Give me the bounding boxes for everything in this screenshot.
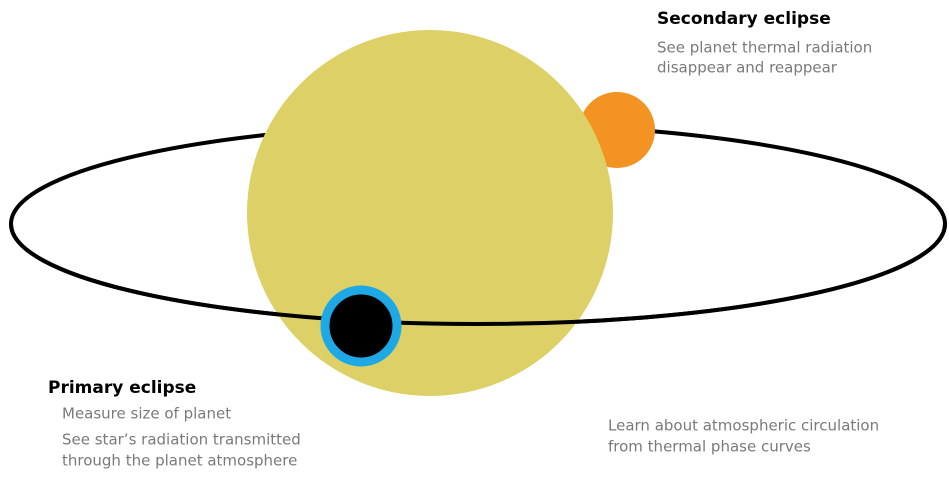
primary-note: through the planet atmosphere [62,452,297,470]
primary-note: Measure size of planet [62,405,231,423]
phase-note: from thermal phase curves [608,438,811,456]
diagram: Secondary eclipse See planet thermal rad… [0,0,949,481]
secondary-note: See planet thermal radiation [657,39,872,57]
phase-note: Learn about atmospheric circulation [608,417,879,435]
planet-primary [325,290,397,362]
secondary-title: Secondary eclipse [657,9,831,29]
primary-title: Primary eclipse [48,378,196,398]
secondary-note: disappear and reappear [657,59,838,77]
primary-note: See star’s radiation transmitted [62,431,301,449]
star [247,30,613,396]
